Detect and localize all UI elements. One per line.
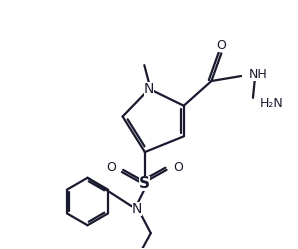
- Text: S: S: [139, 176, 150, 191]
- Text: O: O: [173, 161, 183, 174]
- Text: H₂N: H₂N: [260, 97, 284, 110]
- Text: O: O: [106, 161, 116, 174]
- Text: N: N: [132, 202, 142, 216]
- Text: O: O: [216, 39, 226, 52]
- Text: NH: NH: [249, 67, 268, 81]
- Text: N: N: [144, 82, 154, 96]
